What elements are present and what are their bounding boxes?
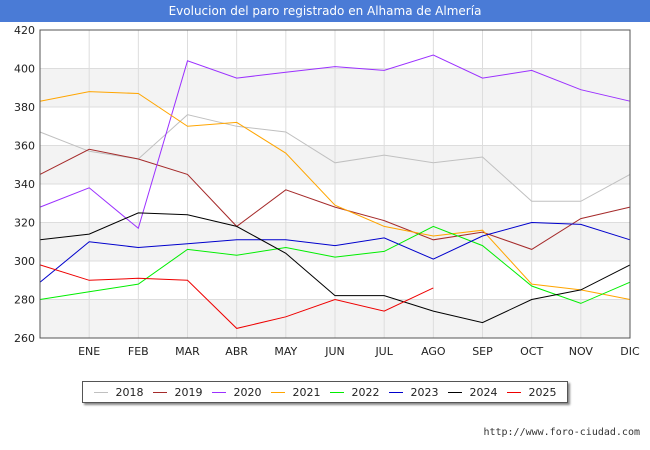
legend-item-2018: 2018: [93, 385, 144, 399]
series-lines: [39, 54, 631, 329]
legend-swatch: [329, 391, 344, 393]
y-tick-label: 340: [14, 178, 35, 191]
legend-swatch: [270, 391, 285, 393]
series-line-2023: [39, 221, 631, 283]
x-tick-label: JUN: [324, 345, 345, 358]
x-tick-label: ENE: [78, 345, 100, 358]
legend-label: 2024: [469, 385, 498, 399]
series-line-2025: [39, 264, 434, 329]
x-tick-label: FEB: [128, 345, 149, 358]
y-tick-label: 420: [14, 24, 35, 37]
legend-swatch: [211, 391, 226, 393]
legend-swatch: [93, 391, 108, 393]
y-tick-label: 260: [14, 332, 35, 345]
y-tick-label: 360: [14, 140, 35, 153]
legend-item-2025: 2025: [506, 385, 557, 399]
x-tick-label: NOV: [569, 345, 594, 358]
series-line-2019: [39, 148, 631, 250]
y-tick-label: 300: [14, 255, 35, 268]
y-tick-label: 280: [14, 294, 35, 307]
grid-lines: [40, 29, 631, 339]
legend-item-2020: 2020: [211, 385, 262, 399]
legend-item-2019: 2019: [152, 385, 203, 399]
x-tick-label: AGO: [421, 345, 446, 358]
legend-label: 2019: [174, 385, 203, 399]
source-url: http://www.foro-ciudad.com: [483, 427, 640, 438]
series-line-2020: [39, 54, 631, 230]
x-axis-labels: ENE FEB MAR ABR MAY JUN JUL AGO SEP OCT NOV DIC: [78, 345, 640, 358]
y-tick-label: 320: [14, 217, 35, 230]
legend-item-2021: 2021: [270, 385, 321, 399]
chart-title: Evolucion del paro registrado en Alhama …: [0, 0, 650, 22]
legend-swatch: [506, 391, 521, 393]
legend-label: 2022: [351, 385, 380, 399]
legend-item-2023: 2023: [388, 385, 439, 399]
y-tick-label: 380: [14, 101, 35, 114]
series-line-2024: [39, 212, 631, 324]
legend-label: 2025: [528, 385, 557, 399]
legend-label: 2021: [292, 385, 321, 399]
x-tick-label: ABR: [225, 345, 248, 358]
plot-frame: [39, 29, 631, 339]
y-axis-labels: 260 280 300 320 340 360 380 400 420: [14, 24, 35, 345]
x-tick-label: JUL: [374, 345, 393, 358]
x-tick-label: OCT: [520, 345, 543, 358]
legend-swatch: [447, 391, 462, 393]
legend-item-2022: 2022: [329, 385, 380, 399]
series-line-2022: [39, 225, 631, 304]
y-tick-label: 400: [14, 63, 35, 76]
legend-item-2024: 2024: [447, 385, 498, 399]
series-line-2021: [39, 91, 631, 300]
x-tick-label: MAY: [274, 345, 297, 358]
legend-swatch: [152, 391, 167, 393]
legend-swatch: [388, 391, 403, 393]
legend: 2018 2019 2020 2021 2022 2023 2024 2025: [82, 381, 568, 403]
x-tick-label: DIC: [620, 345, 640, 358]
x-tick-label: SEP: [472, 345, 493, 358]
legend-label: 2023: [410, 385, 439, 399]
x-tick-label: MAR: [175, 345, 200, 358]
legend-label: 2018: [115, 385, 144, 399]
legend-label: 2020: [233, 385, 262, 399]
